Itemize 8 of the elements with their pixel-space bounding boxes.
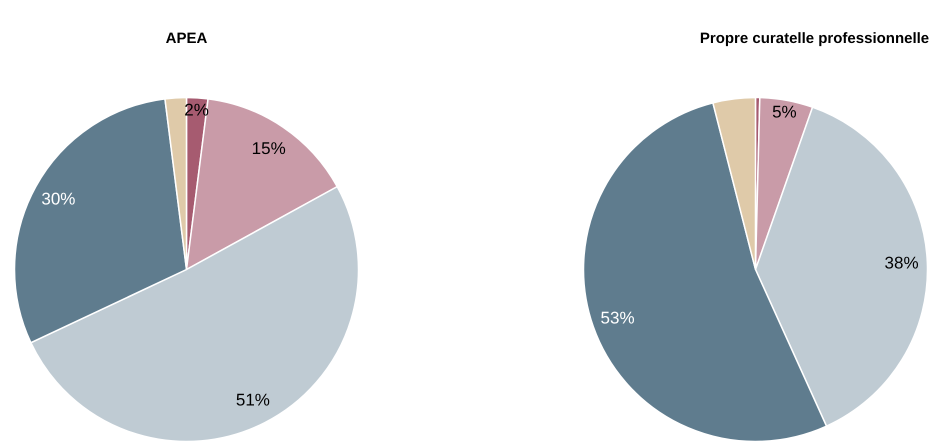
data-label: 30% xyxy=(41,190,76,209)
data-label: 15% xyxy=(252,139,286,158)
chart-title: Propre curatelle professionnelle xyxy=(700,30,930,47)
data-label: 38% xyxy=(884,254,919,273)
chart-title: APEA xyxy=(166,30,208,47)
data-label: 5% xyxy=(772,102,797,122)
data-label: 53% xyxy=(600,308,635,328)
data-label: 51% xyxy=(236,390,270,410)
